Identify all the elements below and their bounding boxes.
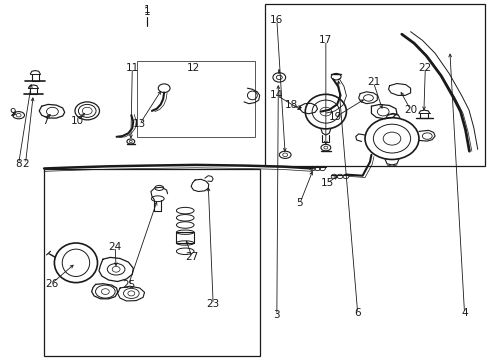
- Text: 18: 18: [285, 100, 298, 110]
- Text: 12: 12: [187, 63, 200, 73]
- Text: 9: 9: [9, 108, 16, 118]
- Text: 23: 23: [206, 299, 220, 309]
- Text: 22: 22: [418, 63, 432, 73]
- Text: 1: 1: [144, 5, 150, 15]
- Text: 5: 5: [296, 198, 303, 208]
- Bar: [137, 61, 255, 137]
- Text: 10: 10: [71, 116, 84, 126]
- Text: 4: 4: [461, 308, 468, 318]
- Text: 13: 13: [133, 119, 147, 129]
- Text: 26: 26: [45, 279, 58, 289]
- Text: 7: 7: [42, 116, 49, 126]
- Text: 8: 8: [15, 159, 22, 169]
- Bar: [265, 4, 485, 166]
- Text: 15: 15: [320, 178, 334, 188]
- Text: 17: 17: [319, 35, 333, 45]
- Text: 6: 6: [354, 308, 361, 318]
- Text: 16: 16: [270, 15, 284, 25]
- Text: 14: 14: [270, 90, 284, 100]
- Text: 2: 2: [22, 159, 29, 169]
- Text: 11: 11: [125, 63, 139, 73]
- Text: 19: 19: [329, 112, 343, 122]
- Text: 20: 20: [404, 105, 417, 115]
- Text: 1: 1: [144, 7, 150, 17]
- Text: 27: 27: [185, 252, 199, 262]
- Text: 21: 21: [367, 77, 380, 87]
- Text: 25: 25: [122, 280, 135, 290]
- Bar: [44, 169, 260, 356]
- Text: 24: 24: [108, 242, 122, 252]
- Text: 3: 3: [273, 310, 280, 320]
